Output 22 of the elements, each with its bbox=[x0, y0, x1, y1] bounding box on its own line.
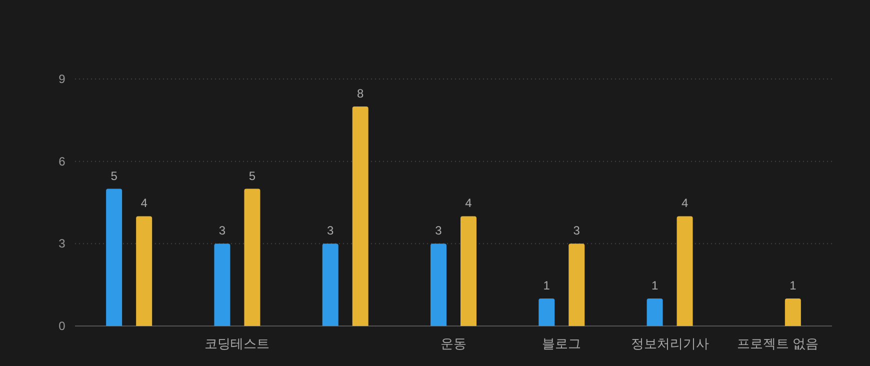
y-tick-label: 6 bbox=[58, 154, 66, 168]
data-label: 5 bbox=[110, 168, 118, 183]
data-label: 1 bbox=[651, 278, 658, 293]
data-label: 5 bbox=[248, 168, 256, 183]
data-label: 3 bbox=[218, 224, 226, 238]
data-label: 4 bbox=[140, 196, 148, 210]
data-label: 3 bbox=[573, 224, 580, 238]
data-label: 4 bbox=[465, 196, 472, 210]
y-tick-label: 0 bbox=[58, 319, 66, 333]
y-tick-label: 3 bbox=[58, 236, 66, 251]
data-label: 4 bbox=[681, 196, 688, 210]
x-tick-label: 코딩테스트 bbox=[204, 336, 270, 351]
x-tick-label: 블로그 bbox=[542, 336, 582, 351]
data-label: 8 bbox=[357, 86, 364, 100]
data-label: 1 bbox=[790, 278, 797, 293]
x-tick-label: 운동 bbox=[440, 336, 466, 351]
y-tick-label: 9 bbox=[58, 72, 66, 86]
x-tick-label: 정보처리기사 bbox=[630, 336, 709, 351]
data-label: 1 bbox=[543, 278, 550, 293]
x-tick-label: 프로젝트 없음 bbox=[737, 336, 819, 351]
data-label: 3 bbox=[327, 224, 334, 238]
data-label: 3 bbox=[435, 224, 442, 238]
